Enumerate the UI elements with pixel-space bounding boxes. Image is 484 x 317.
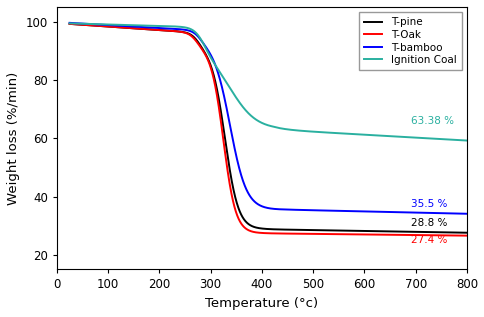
T-pine — [452, 231, 457, 235]
T-pine — [452, 230, 457, 234]
Y-axis label: Weight loss (%/min): Weight loss (%/min) — [7, 72, 20, 205]
Text: 27.4 %: 27.4 % — [410, 235, 446, 245]
T-Oak — [66, 22, 72, 26]
T-bamboo — [66, 21, 72, 25]
T-pine — [463, 231, 469, 235]
T-bamboo — [452, 211, 457, 215]
T-pine — [66, 22, 72, 26]
Line: T-bamboo: T-bamboo — [69, 23, 466, 214]
T-bamboo — [87, 22, 92, 26]
T-Oak — [249, 230, 255, 234]
X-axis label: Temperature (°c): Temperature (°c) — [205, 297, 318, 310]
Line: T-Oak: T-Oak — [69, 24, 466, 236]
T-Oak — [379, 233, 385, 236]
Line: Ignition Coal: Ignition Coal — [69, 23, 466, 140]
Text: 35.5 %: 35.5 % — [410, 199, 446, 209]
T-pine — [249, 224, 255, 228]
T-bamboo — [452, 211, 457, 215]
T-Oak — [259, 231, 265, 235]
Line: T-pine: T-pine — [69, 24, 466, 233]
Ignition Coal — [463, 139, 469, 142]
Text: 28.8 %: 28.8 % — [410, 218, 446, 228]
T-Oak — [452, 234, 457, 237]
T-bamboo — [463, 212, 469, 216]
Legend: T-pine, T-Oak, T-bamboo, Ignition Coal: T-pine, T-Oak, T-bamboo, Ignition Coal — [358, 12, 461, 70]
Ignition Coal — [249, 115, 255, 119]
T-Oak — [452, 234, 457, 237]
T-bamboo — [259, 205, 265, 209]
T-Oak — [463, 234, 469, 237]
T-Oak — [87, 23, 92, 27]
Text: 63.38 %: 63.38 % — [410, 116, 453, 126]
T-pine — [259, 227, 265, 230]
T-pine — [379, 230, 385, 233]
Ignition Coal — [452, 138, 457, 142]
T-pine — [87, 23, 92, 27]
Ignition Coal — [87, 22, 92, 26]
Ignition Coal — [259, 121, 265, 125]
Ignition Coal — [66, 22, 72, 25]
Ignition Coal — [452, 138, 457, 142]
Ignition Coal — [379, 134, 385, 138]
T-bamboo — [249, 197, 255, 201]
T-bamboo — [379, 210, 385, 214]
